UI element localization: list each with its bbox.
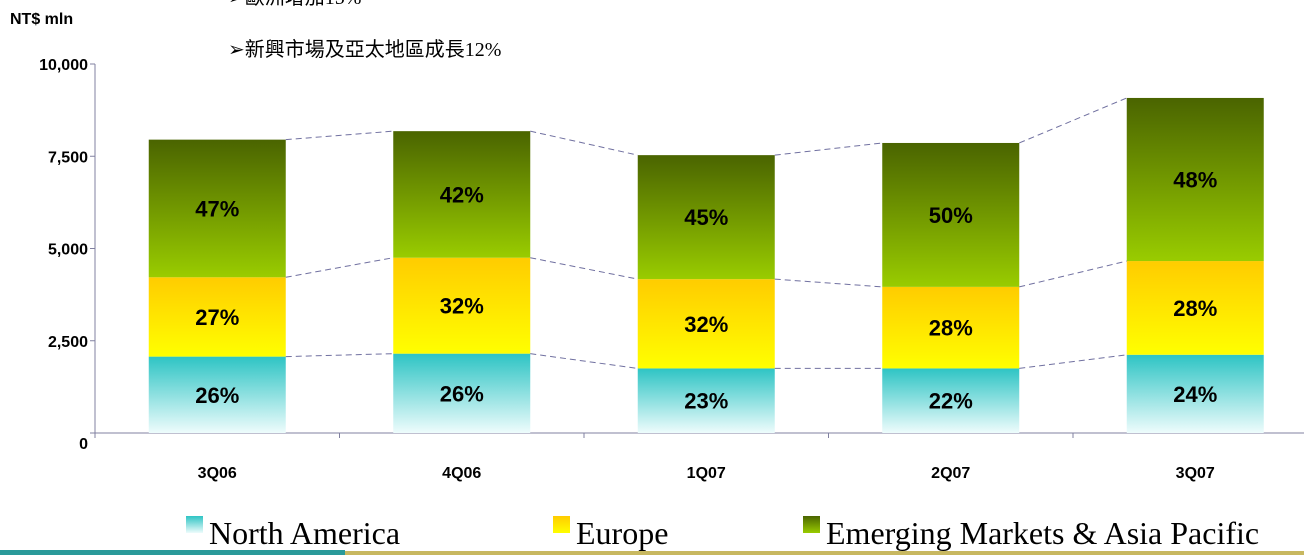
connector [285,257,394,278]
bar-segment [882,286,1020,369]
share-label: 26% [440,381,484,406]
legend-label: North America [209,515,400,551]
share-label: 27% [195,305,239,330]
bar-segment [393,257,531,354]
legend-swatch [803,516,820,533]
legend-label: Emerging Markets & Asia Pacific [826,515,1259,551]
bar-segment [637,155,775,280]
annotation: ➢新興市場及亞太地區成長12% [228,38,501,61]
share-label: 28% [929,316,973,341]
share-label: 23% [684,389,728,414]
footer-strip [345,551,1304,555]
connector [774,142,883,156]
bar-segment [148,356,286,433]
legend-label: Europe [576,515,668,551]
legend-swatch [186,516,203,533]
y-tick-label: 5,000 [48,242,88,259]
connector [530,353,638,369]
bar-segment [148,277,286,357]
bar-segment [637,279,775,369]
x-tick-label: 3Q07 [1176,465,1215,482]
y-axis-label: NT$ mln [10,11,73,28]
connector [285,130,394,141]
bar-segment [637,368,775,433]
x-tick-label: 3Q06 [198,465,237,482]
connector [1019,260,1127,288]
share-label: 50% [929,203,973,228]
share-label: 32% [684,312,728,337]
bar-segment [393,353,531,433]
share-label: 42% [440,182,484,207]
x-tick-label: 1Q07 [687,465,726,482]
legend-swatch [553,516,570,533]
bar-segment [148,139,286,278]
bar-segment [1126,354,1264,433]
bar-segment [1126,261,1264,355]
share-label: 26% [195,383,239,408]
connector [774,278,883,288]
share-label: 45% [684,205,728,230]
share-label: 22% [929,389,973,414]
x-tick-label: 2Q07 [931,465,970,482]
share-label: 47% [195,196,239,221]
bar-segment [393,131,531,258]
x-tick-label: 4Q06 [442,465,481,482]
y-tick-label: 10,000 [39,57,88,74]
connector [285,353,394,358]
annotation: ➢歐洲增加15% [228,0,361,9]
y-tick-label: 7,500 [48,149,88,166]
y-tick-label: 2,500 [48,334,88,351]
share-label: 24% [1173,382,1217,407]
share-label: 28% [1173,296,1217,321]
connector [1019,354,1127,369]
bar-segment [1126,97,1264,262]
connector [530,257,638,280]
connector [530,130,638,156]
bar-segment [882,142,1020,287]
footer-strip [0,550,345,555]
y-tick-label: 0 [79,436,88,453]
share-label: 48% [1173,167,1217,192]
bar-segment [882,368,1020,433]
share-label: 32% [440,294,484,319]
connector [1019,97,1127,144]
